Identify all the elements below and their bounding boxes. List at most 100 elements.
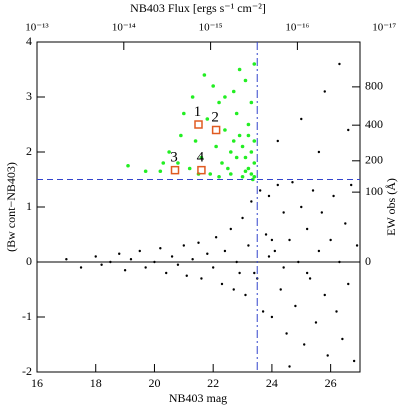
point (200, 277, 203, 280)
x-tick-label: 26 (325, 376, 337, 390)
point (238, 271, 241, 275)
point (205, 117, 210, 121)
y-tick-label: 1 (26, 199, 32, 213)
point (317, 249, 321, 253)
point (276, 183, 279, 187)
point (253, 271, 256, 275)
point (197, 241, 200, 244)
y-tick-label: 2 (26, 144, 32, 158)
x2-tick-label: 10⁻¹⁵ (199, 22, 223, 34)
point (243, 155, 248, 160)
point (161, 161, 166, 165)
y2-tick-label: 400 (365, 117, 383, 131)
point (79, 266, 83, 269)
point (231, 89, 236, 94)
point (185, 274, 188, 277)
plot-frame (36, 41, 361, 373)
point (190, 95, 195, 99)
point (276, 139, 279, 143)
y2-tick-label: 200 (365, 153, 383, 167)
point (335, 310, 338, 313)
point (338, 62, 341, 66)
point (320, 211, 324, 214)
y2-axis-label: EW obs (Å) (384, 178, 398, 236)
point (187, 166, 192, 171)
annotation-label: 2 (211, 109, 219, 125)
point (267, 255, 271, 258)
point (206, 252, 209, 255)
point (229, 172, 233, 176)
point (202, 73, 207, 77)
y-tick-label: 3 (26, 89, 32, 103)
point (303, 343, 306, 346)
point (211, 266, 215, 269)
point (264, 233, 268, 236)
point (94, 255, 97, 258)
x-axis-label: NB403 mag (169, 391, 227, 405)
point (347, 282, 350, 286)
x-tick-label: 20 (148, 376, 160, 390)
point (308, 277, 312, 280)
y-tick-label: -1 (22, 309, 32, 323)
point (223, 249, 227, 253)
point (217, 100, 221, 105)
point (252, 139, 257, 143)
point (311, 189, 315, 192)
point (234, 111, 239, 116)
point (226, 166, 230, 171)
point (288, 238, 291, 242)
point (270, 315, 274, 319)
point (249, 150, 254, 154)
point (261, 310, 265, 313)
point (305, 271, 309, 275)
point (344, 222, 347, 225)
point (341, 337, 344, 341)
x-tick-label: 22 (207, 376, 219, 390)
point (294, 304, 297, 308)
point (170, 255, 174, 258)
point (229, 150, 233, 154)
point (165, 271, 168, 275)
point (267, 194, 271, 198)
candidate-marker (194, 120, 203, 129)
point (250, 200, 253, 203)
point (199, 155, 204, 160)
point (176, 263, 180, 266)
point (223, 128, 227, 132)
point (129, 258, 133, 261)
point (243, 78, 248, 83)
point (246, 133, 251, 138)
point (167, 150, 171, 154)
point (241, 216, 244, 220)
x2-tick-label: 10⁻¹⁷ (372, 22, 396, 34)
x2-tick-label: 10⁻¹⁶ (285, 22, 309, 34)
candidate-marker (197, 165, 206, 175)
point (347, 128, 350, 132)
point (349, 183, 353, 187)
point (232, 288, 235, 291)
point (332, 194, 335, 198)
point (179, 133, 183, 138)
point (143, 169, 148, 174)
point (237, 133, 242, 138)
point (240, 174, 245, 179)
point (217, 174, 221, 179)
point (229, 227, 232, 231)
point (240, 144, 245, 149)
point (300, 205, 303, 209)
point (244, 293, 247, 297)
point (211, 84, 215, 88)
x-tick-label: 16 (31, 376, 43, 390)
point (231, 139, 236, 143)
y-tick-label: -2 (22, 364, 32, 378)
point (252, 174, 257, 179)
point (243, 169, 248, 174)
point (285, 332, 288, 335)
point (326, 354, 329, 357)
y2-tick-label: 0 (365, 254, 371, 268)
point (355, 244, 359, 247)
x2-tick-label: 10⁻¹³ (25, 22, 49, 34)
point (279, 288, 282, 291)
point (247, 244, 250, 247)
